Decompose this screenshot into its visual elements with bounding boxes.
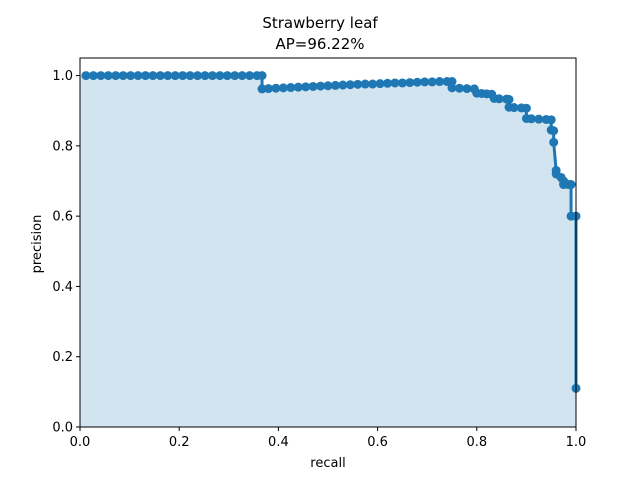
data-point <box>185 71 195 81</box>
data-point <box>338 80 348 90</box>
data-point <box>170 71 180 81</box>
data-point <box>435 77 445 87</box>
y-tick-label: 1.0 <box>52 69 73 84</box>
y-tick-label: 0.8 <box>52 139 73 154</box>
data-point <box>390 78 400 88</box>
data-point <box>566 180 576 190</box>
data-point <box>126 71 136 81</box>
x-axis-ticks: 0.0 0.2 0.4 0.6 0.8 1.0 <box>70 427 587 450</box>
data-point <box>245 71 255 81</box>
y-axis-label: precision <box>30 215 45 274</box>
data-point <box>368 79 378 89</box>
data-point <box>549 126 559 136</box>
data-point <box>412 77 422 87</box>
area-under-curve <box>80 75 576 427</box>
data-point <box>200 71 210 81</box>
data-point <box>118 71 128 81</box>
data-point <box>193 71 203 81</box>
data-point <box>222 71 232 81</box>
data-point <box>301 82 311 92</box>
data-point <box>534 114 544 124</box>
data-point <box>383 78 393 88</box>
data-point <box>353 79 363 89</box>
data-point <box>271 83 281 93</box>
data-point <box>504 94 514 104</box>
data-point <box>263 84 273 94</box>
y-tick-label: 0.6 <box>52 210 73 225</box>
data-point <box>215 71 225 81</box>
data-point <box>111 71 121 81</box>
data-point <box>178 71 188 81</box>
data-point <box>257 84 267 94</box>
x-axis-label: recall <box>310 456 345 471</box>
plot-area <box>80 71 581 427</box>
data-point <box>462 84 472 94</box>
data-point <box>257 71 267 81</box>
data-point <box>155 71 165 81</box>
data-point <box>454 83 464 93</box>
data-point <box>509 103 519 113</box>
x-tick-label: 0.0 <box>70 435 91 450</box>
x-tick-label: 0.6 <box>367 435 388 450</box>
data-point <box>286 83 296 93</box>
data-point <box>427 77 437 87</box>
data-point <box>345 80 355 90</box>
data-point <box>360 79 370 89</box>
data-point <box>447 77 457 87</box>
data-point <box>81 71 91 81</box>
axes-frame <box>79 57 577 428</box>
x-tick-label: 0.2 <box>169 435 190 450</box>
data-point <box>405 78 415 88</box>
data-point <box>278 83 288 93</box>
data-point <box>207 71 217 81</box>
data-point <box>521 103 531 113</box>
data-markers <box>81 71 581 393</box>
data-point <box>447 83 457 93</box>
data-point <box>546 115 556 125</box>
data-point <box>96 71 106 81</box>
x-tick-label: 0.4 <box>268 435 289 450</box>
data-point <box>397 78 407 88</box>
data-point <box>230 71 240 81</box>
x-tick-label: 1.0 <box>566 435 587 450</box>
data-point <box>323 81 333 91</box>
data-point <box>103 71 113 81</box>
data-point <box>133 71 143 81</box>
data-point <box>163 71 173 81</box>
data-point <box>88 71 98 81</box>
data-point <box>140 71 150 81</box>
data-point <box>293 82 303 92</box>
y-axis-ticks: 0.0 0.2 0.4 0.6 0.8 1.0 <box>52 69 80 436</box>
chart-title-line2: AP=96.22% <box>275 35 364 53</box>
data-point <box>237 71 247 81</box>
data-point <box>330 80 340 90</box>
data-point <box>375 79 385 89</box>
data-point <box>526 114 536 124</box>
x-tick-label: 0.8 <box>466 435 487 450</box>
y-tick-label: 0.2 <box>52 350 73 365</box>
data-point <box>316 81 326 91</box>
chart-title-line1: Strawberry leaf <box>262 14 378 32</box>
data-point <box>308 81 318 91</box>
data-point <box>420 77 430 87</box>
data-point <box>494 94 504 104</box>
data-point <box>148 71 158 81</box>
data-point <box>549 137 559 147</box>
y-tick-label: 0.4 <box>52 280 73 295</box>
y-tick-label: 0.0 <box>52 421 73 436</box>
